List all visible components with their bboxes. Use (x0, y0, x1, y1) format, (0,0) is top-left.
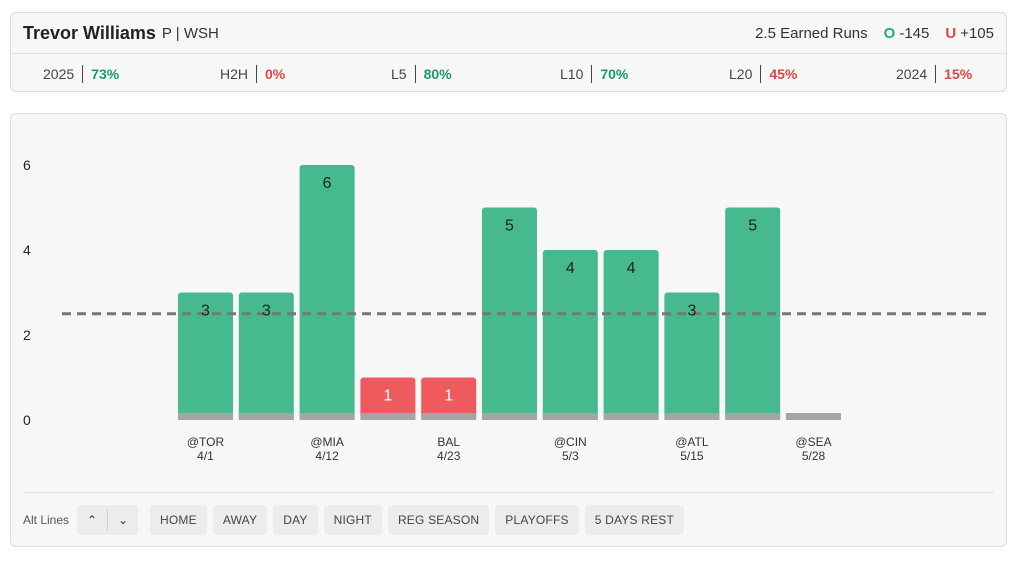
bar-base (725, 413, 781, 420)
x-tick-date: 4/1 (197, 449, 214, 463)
bar[interactable] (299, 165, 355, 420)
stat-value: 0% (265, 65, 286, 82)
bar-value-label: 1 (383, 388, 392, 405)
stat-value: 73% (91, 65, 120, 82)
bar-value-label: 3 (201, 303, 210, 320)
stat-value: 45% (769, 65, 798, 82)
bar-value-label: 5 (505, 218, 514, 235)
stat-label: L20 (729, 65, 753, 82)
bar-base (360, 413, 416, 420)
filter-away-button[interactable]: AWAY (212, 505, 268, 535)
stat-h2h: H2H 0% (220, 54, 285, 93)
stat-value: 70% (600, 65, 629, 82)
bar-base (542, 413, 598, 420)
divider (23, 492, 994, 493)
stat-divider (591, 64, 593, 83)
bar[interactable] (482, 207, 537, 421)
x-tick-opponent: @CIN (554, 435, 587, 449)
bar[interactable] (603, 250, 659, 420)
hit-rate-stats: 2025 73% H2H 0% L5 80% L10 70% L20 45% 2… (11, 54, 1006, 93)
bar-value-label: 5 (748, 218, 757, 235)
bar-value-label: 3 (687, 303, 696, 320)
bar-base (178, 413, 233, 420)
over-odds[interactable]: -145 (899, 24, 930, 42)
bar[interactable] (664, 292, 720, 421)
over-icon: O (883, 24, 896, 42)
chevron-up-icon: ⌃ (87, 513, 98, 527)
x-tick-date: 5/28 (802, 449, 826, 463)
bar[interactable] (178, 292, 233, 421)
player-name[interactable]: Trevor Williams (23, 22, 156, 43)
bar-base (421, 413, 477, 420)
bar-value-label: 4 (566, 260, 575, 277)
bar-base (664, 413, 720, 420)
filter-home-button[interactable]: HOME (150, 505, 207, 535)
prop-header-top: Trevor Williams P | WSH 2.5 Earned Runs … (11, 13, 1006, 54)
y-tick-label: 0 (23, 412, 31, 428)
filter-day-button[interactable]: DAY (273, 505, 318, 535)
stat-l5: L5 80% (391, 54, 452, 93)
bar-base (299, 413, 355, 420)
x-tick-date: 5/15 (680, 449, 704, 463)
x-tick-opponent: BAL (437, 435, 460, 449)
bar-value-label: 6 (323, 175, 332, 192)
line-up-button[interactable]: ⌃ (77, 505, 107, 535)
bar-base (786, 413, 841, 420)
stepper-divider (107, 509, 109, 531)
y-tick-label: 6 (23, 157, 31, 173)
alt-line-stepper: ⌃ ⌄ (77, 505, 139, 535)
x-tick-opponent: @SEA (795, 435, 831, 449)
bar[interactable] (238, 292, 294, 421)
bar[interactable] (360, 377, 416, 421)
filter-5-days-rest-button[interactable]: 5 DAYS REST (584, 505, 685, 535)
prop-odds: 2.5 Earned Runs O -145 U +105 (755, 13, 994, 53)
bar-value-label: 1 (444, 388, 453, 405)
filter-reg-season-button[interactable]: REG SEASON (387, 505, 490, 535)
filter-playoffs-button[interactable]: PLAYOFFS (495, 505, 579, 535)
stat-value: 80% (423, 65, 452, 82)
stat-divider (760, 64, 762, 83)
y-tick-label: 4 (23, 242, 31, 258)
stat-label: H2H (220, 65, 249, 82)
stat-divider (414, 64, 416, 83)
x-tick-opponent: @MIA (310, 435, 344, 449)
x-tick-opponent: @TOR (187, 435, 225, 449)
stat-value: 15% (944, 65, 973, 82)
stat-2024: 2024 15% (896, 54, 972, 93)
chart-controls: Alt Lines ⌃ ⌄ HOME AWAY DAY NIGHT REG SE… (23, 504, 690, 536)
stat-label: 2025 (43, 65, 75, 82)
stat-l10: L10 70% (560, 54, 628, 93)
bar[interactable] (421, 377, 477, 421)
bar-value-label: 4 (627, 260, 636, 277)
player-meta: P | WSH (161, 24, 219, 42)
chevron-down-icon: ⌄ (118, 513, 129, 527)
prop-header-card: Trevor Williams P | WSH 2.5 Earned Runs … (10, 12, 1007, 92)
stat-divider (256, 64, 258, 83)
stat-label: L5 (391, 65, 407, 82)
stat-divider (935, 64, 937, 83)
prop-line: 2.5 Earned Runs (755, 24, 868, 42)
bar-base (482, 413, 537, 420)
stat-label: 2024 (896, 65, 928, 82)
under-odds[interactable]: +105 (960, 24, 994, 42)
stat-divider (82, 64, 84, 83)
x-tick-date: 4/12 (315, 449, 339, 463)
stat-l20: L20 45% (729, 54, 797, 93)
bar-base (238, 413, 294, 420)
bar-value-label: 3 (262, 303, 271, 320)
game-log-chart-card: 0 2 4 6 3 3 6 1 1 5 4 4 3 5 @TOR 4/1 @MIA 4/12 BAL 4/23 @CIN… (10, 113, 1007, 547)
filter-night-button[interactable]: NIGHT (323, 505, 382, 535)
x-tick-date: 4/23 (437, 449, 461, 463)
stat-label: L10 (560, 65, 584, 82)
bar-base (603, 413, 659, 420)
under-icon: U (945, 24, 957, 42)
x-tick-opponent: @ATL (675, 435, 709, 449)
x-tick-date: 5/3 (562, 449, 579, 463)
bar[interactable] (542, 250, 598, 420)
y-tick-label: 2 (23, 327, 31, 343)
stat-2025: 2025 73% (43, 54, 119, 93)
alt-lines-label: Alt Lines (23, 513, 70, 527)
line-down-button[interactable]: ⌄ (108, 505, 138, 535)
